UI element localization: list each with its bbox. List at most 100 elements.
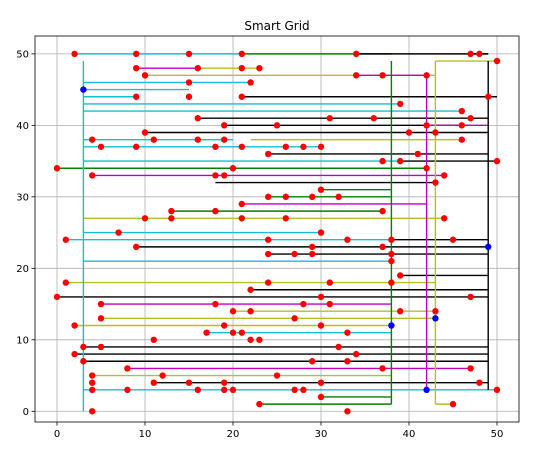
plot-area-frame: [34, 35, 520, 423]
consumer-point: [273, 122, 281, 129]
consumer-point: [423, 165, 430, 172]
consumer-point: [405, 129, 413, 136]
consumer-point: [282, 143, 289, 150]
consumer-point: [291, 315, 298, 322]
y-tick-label: 50: [16, 49, 29, 60]
y-tick-label: 30: [16, 192, 29, 203]
consumer-point: [344, 358, 351, 365]
consumer-point: [458, 136, 465, 143]
source-point: [80, 86, 87, 93]
consumer-point: [256, 400, 263, 408]
consumer-point: [379, 72, 386, 79]
consumer-point: [97, 143, 105, 150]
consumer-point: [493, 157, 501, 165]
consumer-point: [133, 50, 140, 58]
consumer-point: [247, 336, 254, 343]
consumer-point: [133, 64, 140, 72]
consumer-point: [397, 100, 404, 108]
consumer-point: [185, 79, 193, 86]
source-point: [432, 315, 439, 322]
consumer-point: [62, 236, 69, 243]
consumer-point: [238, 64, 245, 72]
consumer-point: [300, 386, 307, 394]
consumer-point: [141, 129, 149, 136]
axis-ticks: 0 10 20 30 40 50 0 10 20 30 40 50: [16, 49, 503, 440]
consumer-point: [168, 207, 175, 215]
consumer-point: [265, 150, 272, 158]
consumer-point: [353, 350, 360, 358]
consumer-point: [441, 215, 448, 222]
consumer-point: [185, 379, 193, 386]
consumer-point: [379, 243, 386, 251]
y-tick-label: 20: [16, 264, 29, 275]
consumer-point: [326, 300, 333, 308]
consumer-point: [344, 408, 351, 415]
consumer-point: [53, 165, 61, 172]
consumer-point: [309, 193, 316, 201]
consumer-point: [458, 107, 465, 115]
consumer-point: [388, 236, 395, 243]
chart-title: Smart Grid: [244, 19, 309, 33]
consumer-point: [265, 279, 272, 286]
consumer-point: [194, 386, 201, 394]
consumer-point: [185, 50, 193, 58]
consumer-point: [317, 379, 325, 386]
consumer-point: [229, 165, 237, 172]
consumer-point: [53, 293, 61, 301]
consumer-point: [379, 207, 386, 215]
consumer-point: [441, 172, 448, 179]
consumer-point: [256, 64, 263, 72]
consumer-point: [150, 379, 157, 386]
consumer-point: [97, 315, 105, 322]
consumer-point: [432, 179, 439, 186]
y-tick-label: 10: [16, 335, 29, 346]
consumer-point: [335, 343, 342, 351]
connection-lines: [57, 53, 497, 412]
consumer-point: [370, 115, 377, 122]
consumer-point: [458, 122, 465, 129]
consumer-point: [388, 279, 395, 286]
consumer-point: [212, 172, 219, 179]
consumer-point: [423, 72, 430, 79]
source-point: [388, 322, 395, 329]
consumer-point: [97, 343, 105, 351]
consumer-point: [282, 193, 289, 201]
consumer-point: [309, 243, 316, 251]
consumer-point: [397, 308, 404, 315]
consumer-point: [238, 143, 245, 150]
consumer-point: [476, 50, 483, 58]
consumer-point: [124, 386, 131, 394]
consumer-point: [221, 172, 228, 179]
consumer-point: [265, 236, 272, 243]
consumer-point: [493, 57, 501, 65]
consumer-point: [212, 300, 219, 308]
consumer-point: [344, 329, 351, 336]
x-tick-label: 0: [54, 429, 60, 440]
consumer-point: [238, 93, 245, 100]
consumer-point: [238, 329, 245, 336]
consumer-point: [388, 250, 395, 258]
consumer-point: [282, 215, 289, 222]
consumer-point: [467, 50, 474, 58]
consumer-point: [423, 122, 430, 129]
source-point: [423, 386, 430, 394]
consumer-point: [221, 322, 228, 329]
consumer-point: [89, 386, 96, 394]
consumer-point: [335, 193, 342, 201]
consumer-point: [317, 186, 325, 193]
consumer-point: [212, 207, 219, 215]
consumer-point: [89, 372, 96, 379]
consumer-point: [185, 93, 193, 100]
consumer-point: [133, 93, 140, 100]
consumer-point: [300, 300, 307, 308]
consumer-point: [414, 150, 421, 158]
consumer-point: [62, 279, 69, 286]
consumer-point: [203, 329, 210, 336]
consumer-point: [238, 200, 245, 208]
consumer-point: [379, 365, 386, 372]
consumer-point: [194, 115, 201, 122]
consumer-point: [449, 236, 457, 243]
consumer-point: [317, 393, 325, 401]
consumer-point: [309, 358, 316, 365]
